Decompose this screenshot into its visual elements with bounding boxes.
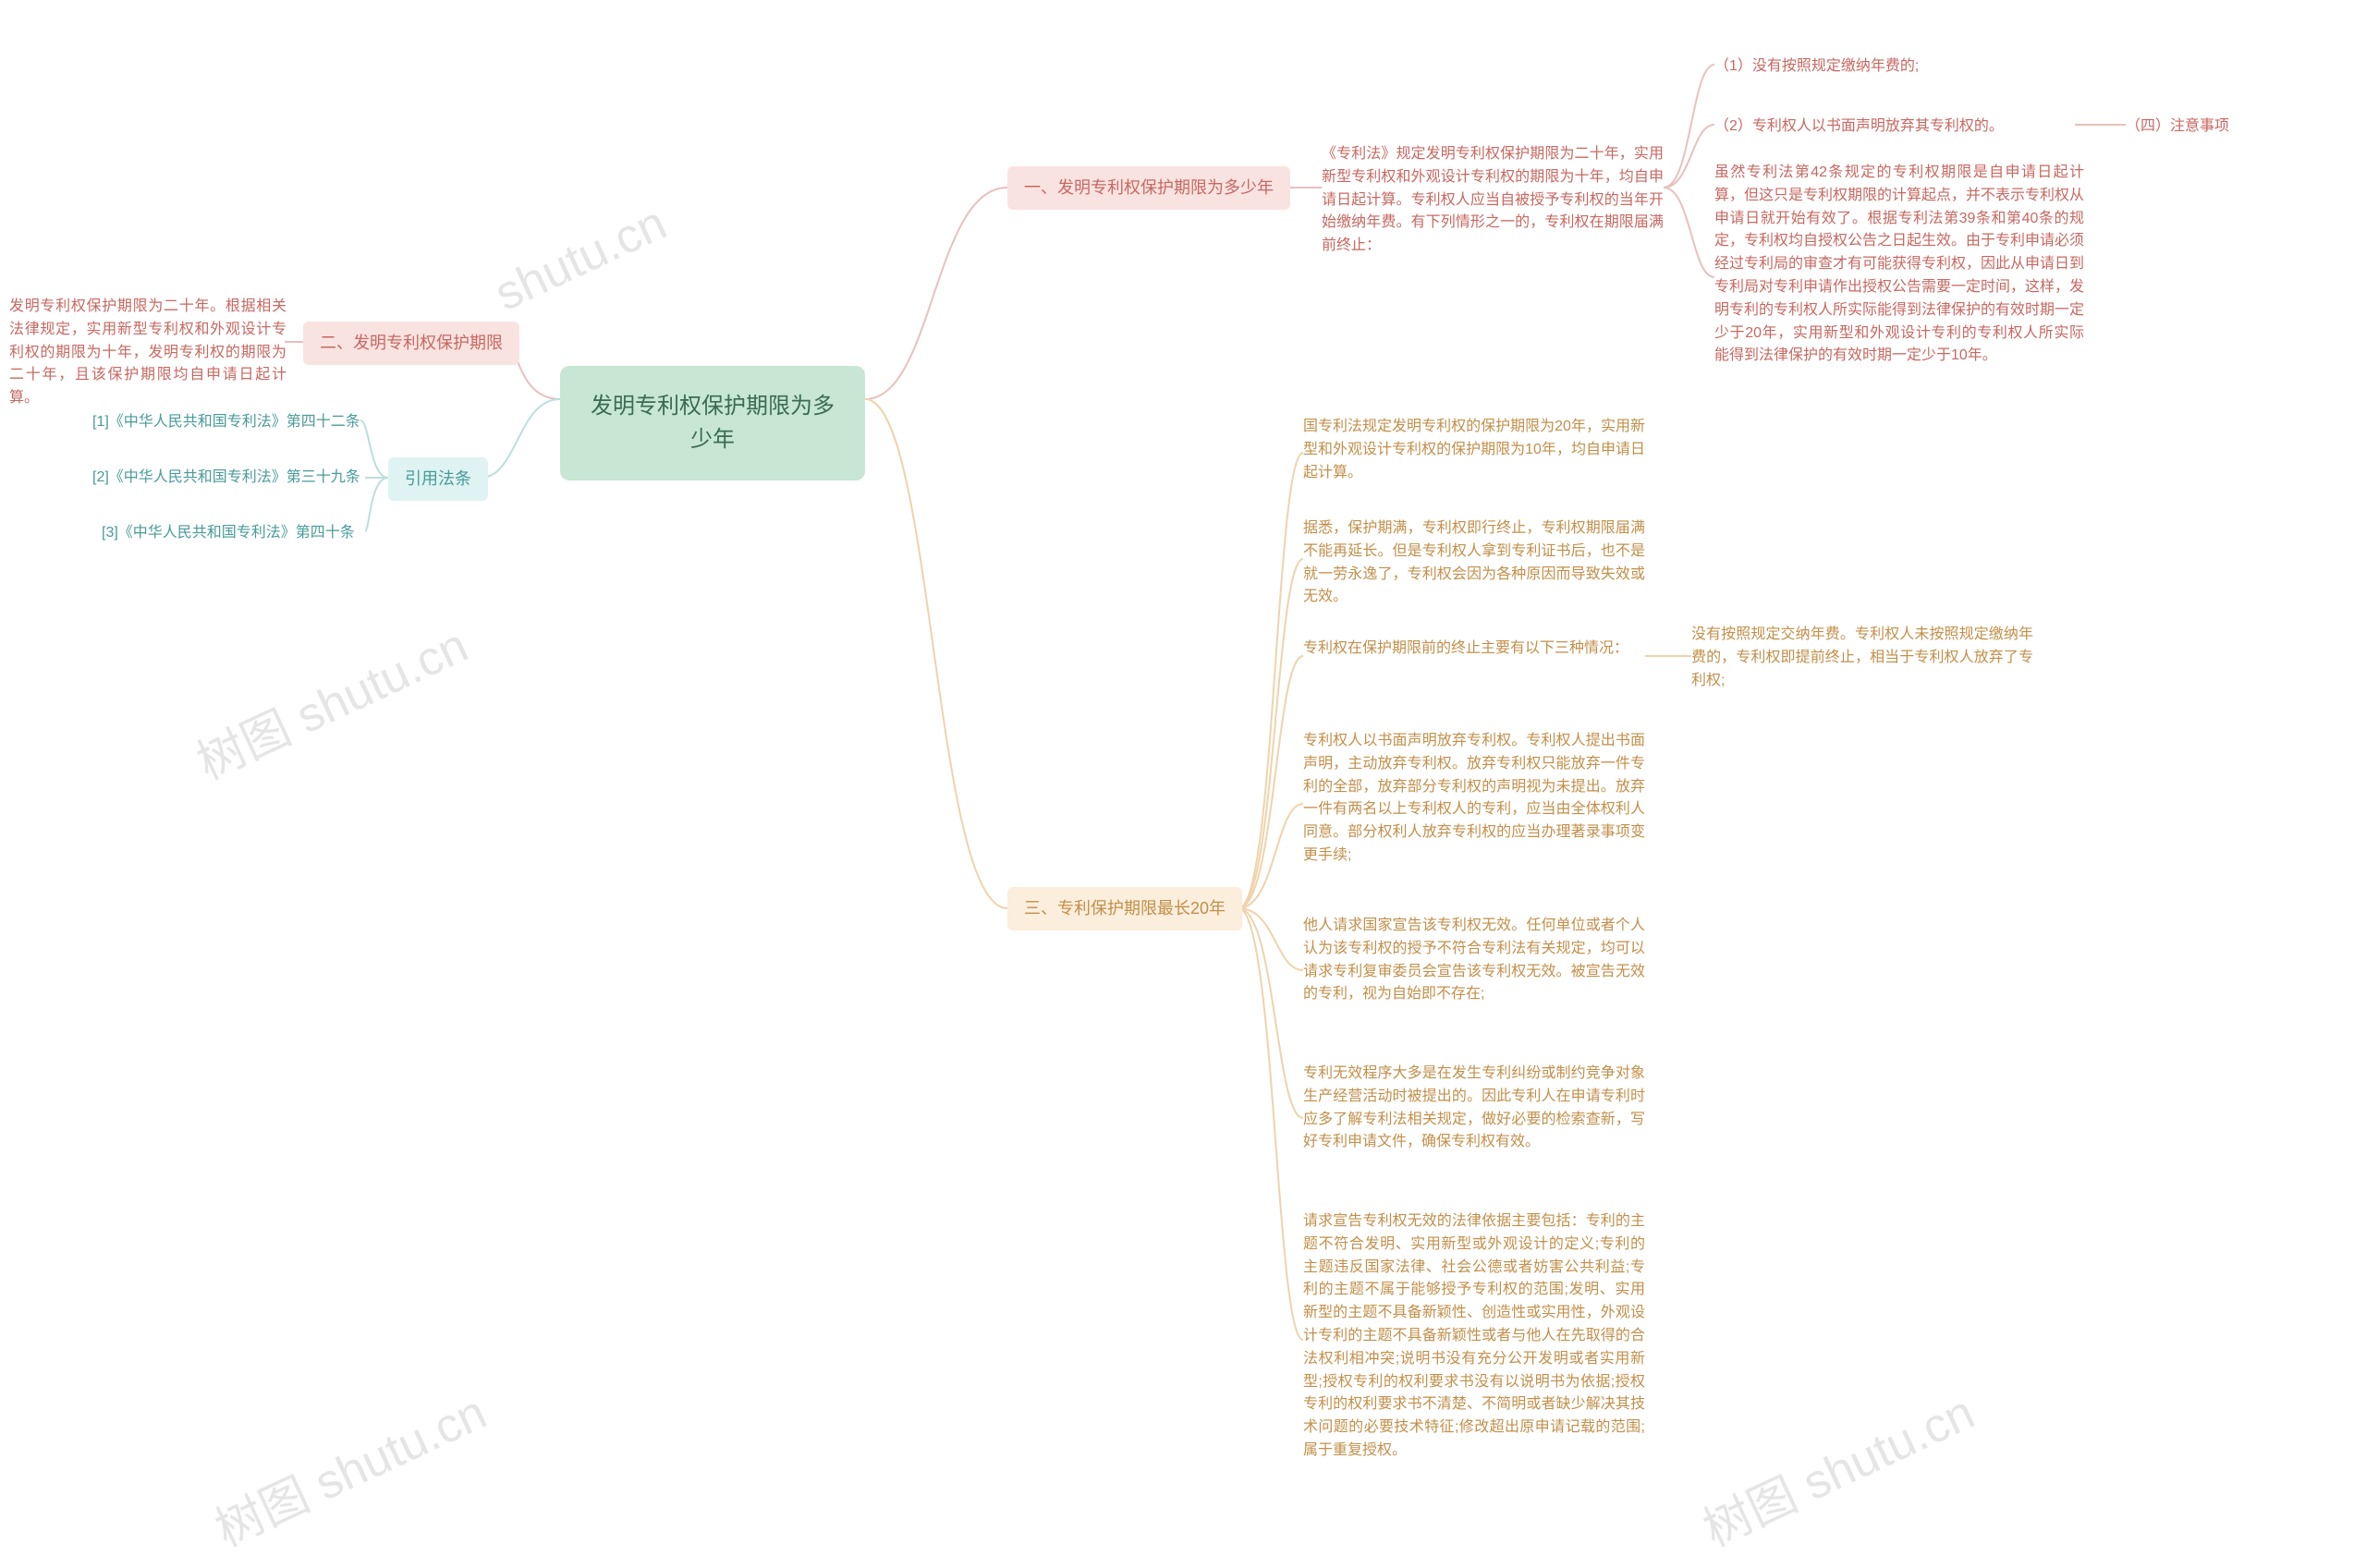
branch-1-desc: 《专利法》规定发明专利权保护期限为二十年，实用新型专利权和外观设计专利权的期限为…: [1322, 143, 1664, 258]
branch-1-sub2: （2）专利权人以书面声明放弃其专利权的。: [1714, 115, 2075, 139]
watermark: 树图 shutu.cn: [184, 607, 477, 793]
branch-3-item: 专利权人以书面声明放弃专利权。专利权人提出书面声明，主动放弃专利权。放弃专利权只…: [1303, 730, 1645, 868]
connector: [1238, 804, 1303, 908]
connector: [1664, 125, 1714, 188]
branch-3-item: 专利无效程序大多是在发生专利纠纷或制约竞争对象生产经营活动时被提出的。因此专利人…: [1303, 1063, 1645, 1154]
branch-1-sub2-right: （四）注意事项: [2126, 115, 2274, 139]
connector: [1238, 908, 1303, 1340]
branch-1[interactable]: 一、发明专利权保护期限为多少年: [1007, 166, 1290, 210]
connector: [1664, 188, 1714, 277]
branch-3-item: 专利权在保护期限前的终止主要有以下三种情况：: [1303, 638, 1645, 661]
branch-3-item-right: 没有按照规定交纳年费。专利权人未按照规定缴纳年费的，专利权即提前终止，相当于专利…: [1691, 624, 2033, 692]
connector: [1238, 908, 1303, 1118]
connector: [1238, 453, 1303, 908]
branch-3-item: 他人请求国家宣告该专利权无效。任何单位或者个人认为该专利权的授予不符合专利法有关…: [1303, 915, 1645, 1006]
branch-4[interactable]: 引用法条: [388, 457, 488, 501]
branch-3-item: 国专利法规定发明专利权的保护期限为20年，实用新型和外观设计专利权的保护期限为1…: [1303, 416, 1645, 484]
branch-1-sub3: 虽然专利法第42条规定的专利权期限是自申请日起计算，但这只是专利权期限的计算起点…: [1714, 162, 2084, 368]
connector: [1238, 908, 1303, 970]
connector: [1238, 656, 1303, 908]
branch-4-item: [1]《中华人民共和国专利法》第四十二条: [92, 411, 388, 434]
branch-4-item: [2]《中华人民共和国专利法》第三十九条: [92, 467, 388, 490]
branch-3[interactable]: 三、专利保护期限最长20年: [1007, 887, 1242, 930]
watermark: shutu.cn: [487, 195, 676, 322]
connector: [865, 399, 1007, 908]
connector: [865, 188, 1007, 399]
branch-3-item: 据悉，保护期满，专利权即行终止，专利权期限届满不能再延长。但是专利权人拿到专利证…: [1303, 517, 1645, 609]
watermark: 树图 shutu.cn: [1690, 1374, 1983, 1560]
branch-4-item: [3]《中华人民共和国专利法》第四十条: [102, 522, 388, 545]
branch-1-sub1: （1）没有按照规定缴纳年费的;: [1714, 55, 1992, 79]
connector: [1238, 559, 1303, 908]
watermark: 树图 shutu.cn: [202, 1374, 495, 1560]
connector: [481, 399, 560, 478]
connector: [1664, 65, 1714, 188]
branch-2-desc: 发明专利权保护期限为二十年。根据相关法律规定，实用新型专利权和外观设计专利权的期…: [9, 296, 287, 410]
branch-2[interactable]: 二、发明专利权保护期限: [303, 322, 519, 365]
branch-3-item: 请求宣告专利权无效的法律依据主要包括：专利的主题不符合发明、实用新型或外观设计的…: [1303, 1210, 1645, 1463]
root-node[interactable]: 发明专利权保护期限为多少年: [560, 366, 865, 480]
